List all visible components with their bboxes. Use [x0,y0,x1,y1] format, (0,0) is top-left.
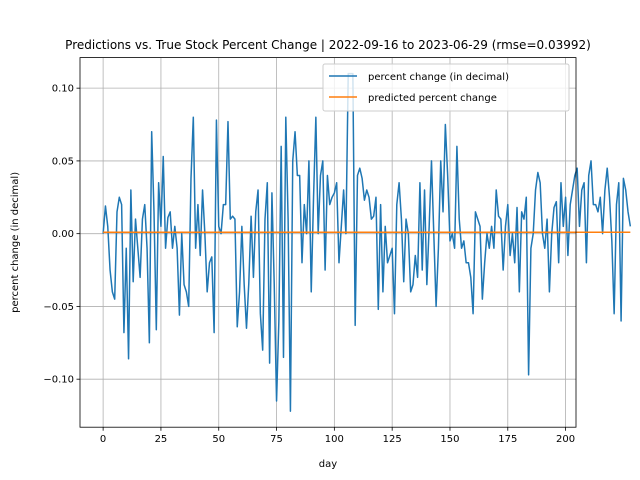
x-tick-label: 25 [155,434,168,445]
legend-label-percent-change: percent change (in decimal) [368,72,509,83]
x-tick-label: 150 [440,434,459,445]
x-tick-label: 100 [325,434,344,445]
y-tick-label: 0.10 [52,84,74,95]
x-tick-label: 175 [498,434,517,445]
series-layer [102,72,632,412]
y-tick-label: 0.05 [52,156,74,167]
plot-frame [79,57,577,428]
legend: percent change (in decimal) predicted pe… [322,63,570,112]
x-tick-label: 125 [383,434,402,445]
x-tick-label: 75 [270,434,283,445]
y-tick-label: 0.00 [52,229,74,240]
y-axis-title: percent change (in decimal) [10,172,21,313]
series-line-percent-change [102,72,632,412]
legend-box [322,63,570,112]
x-tick-label: 50 [212,434,225,445]
x-tick-label: 0 [100,434,106,445]
y-tick-label: −0.10 [43,375,74,386]
x-axis-title: day [319,459,337,470]
y-axis: −0.10 −0.05 0.00 0.05 0.10 [43,84,80,386]
chart-title: Predictions vs. True Stock Percent Chang… [65,38,591,52]
x-axis: 0 25 50 75 100 125 150 175 200 [100,427,575,445]
x-tick-label: 200 [556,434,575,445]
y-tick-label: −0.05 [43,302,74,313]
legend-label-predicted: predicted percent change [368,93,497,104]
